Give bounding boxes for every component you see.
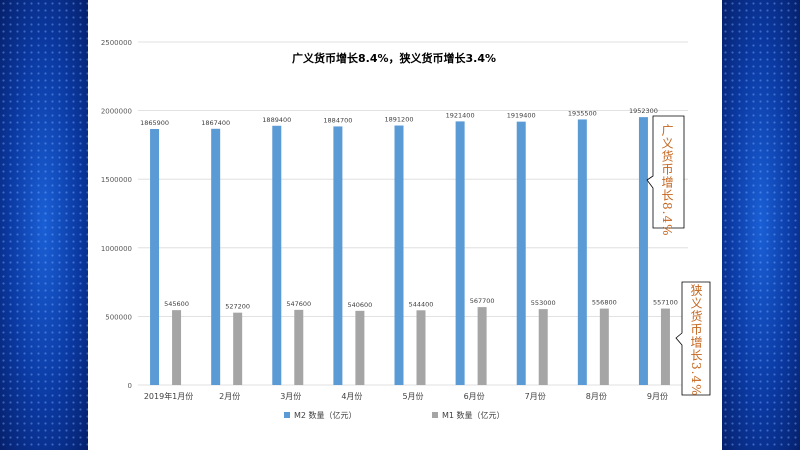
chart-panel: 0 500000 1000000 1500000 2000000 2500000 1865… xyxy=(88,0,722,450)
y-tick-label: 2500000 xyxy=(101,39,132,47)
legend: M2 数量（亿元） M1 数量（亿元） xyxy=(284,410,505,420)
bar-m2 xyxy=(638,117,648,385)
x-tick-label: 6月份 xyxy=(464,391,485,401)
callout-m1-text: 狭义货币增长3.4% xyxy=(689,284,703,397)
x-tick-label: 2月份 xyxy=(219,391,240,401)
x-tick-label: 3月份 xyxy=(280,391,301,401)
data-label: 547600 xyxy=(286,300,311,308)
legend-label: M2 数量（亿元） xyxy=(294,410,357,420)
x-tick-label: 5月份 xyxy=(402,391,423,401)
y-axis-ticks: 0 500000 1000000 1500000 2000000 2500000 xyxy=(101,39,132,390)
data-label: 1884700 xyxy=(323,116,352,124)
data-label: 1867400 xyxy=(201,119,230,127)
bar-m1 xyxy=(172,310,182,385)
bar-m2 xyxy=(211,128,221,385)
left-background-panel xyxy=(0,0,88,450)
grid-lines xyxy=(138,41,688,386)
x-axis-ticks: 2019年1月份 2月份 3月份 4月份 5月份 6月份 7月份 8月份 9月份 xyxy=(144,391,668,401)
data-label: 1935500 xyxy=(568,109,597,117)
data-label: 1919400 xyxy=(507,112,536,120)
bar-m1 xyxy=(355,310,365,385)
x-tick-label: 4月份 xyxy=(341,391,362,401)
x-tick-label: 9月份 xyxy=(647,391,668,401)
bar-m1 xyxy=(233,312,243,385)
data-label: 557100 xyxy=(653,299,678,307)
bar-m1 xyxy=(538,309,548,385)
data-label: 1921400 xyxy=(446,111,475,119)
legend-label: M1 数量（亿元） xyxy=(442,410,505,420)
data-label: 527200 xyxy=(225,303,250,311)
data-label: 556800 xyxy=(592,299,617,307)
data-label: 567700 xyxy=(470,297,495,305)
y-tick-label: 2000000 xyxy=(101,108,132,116)
bar-chart: 0 500000 1000000 1500000 2000000 2500000 1865… xyxy=(101,39,711,420)
data-label: 544400 xyxy=(409,300,434,308)
callout-m2-text: 广义货币增长8.4% xyxy=(660,124,674,237)
legend-swatch xyxy=(284,412,290,418)
right-background-panel xyxy=(722,0,800,450)
data-label: 1865900 xyxy=(140,119,169,127)
bar-m1 xyxy=(294,309,304,385)
x-tick-label: 7月份 xyxy=(525,391,546,401)
data-label: 540600 xyxy=(347,301,372,309)
bar-m2 xyxy=(150,128,160,385)
data-labels: 1865900 545600 1867400 527200 1889400 547600 1… xyxy=(140,107,678,311)
x-tick-label: 2019年1月份 xyxy=(144,391,193,401)
bar-m2 xyxy=(516,121,526,385)
y-tick-label: 0 xyxy=(128,382,132,390)
x-tick-label: 8月份 xyxy=(586,391,607,401)
data-label: 1889400 xyxy=(262,116,291,124)
bar-m2 xyxy=(333,126,343,385)
callout-m1 xyxy=(675,281,711,396)
data-label: 553000 xyxy=(531,299,556,307)
bar-m2 xyxy=(394,125,404,386)
legend-swatch xyxy=(432,412,438,418)
y-tick-label: 1500000 xyxy=(101,176,132,184)
bar-m1 xyxy=(599,308,609,385)
bars xyxy=(150,117,670,386)
y-tick-label: 500000 xyxy=(105,313,132,321)
data-label: 1952300 xyxy=(629,107,658,115)
bar-m1 xyxy=(477,307,487,385)
bar-m1 xyxy=(660,308,670,385)
data-label: 545600 xyxy=(164,300,189,308)
y-tick-label: 1000000 xyxy=(101,245,132,253)
callout-m2 xyxy=(646,115,685,229)
bar-m2 xyxy=(455,121,465,386)
chart-title: 广义货币增长8.4%，狭义货币增长3.4% xyxy=(292,51,496,65)
bar-m2 xyxy=(577,119,587,385)
bar-m2 xyxy=(272,125,282,385)
data-label: 1891200 xyxy=(385,116,414,124)
bar-m1 xyxy=(416,310,426,385)
